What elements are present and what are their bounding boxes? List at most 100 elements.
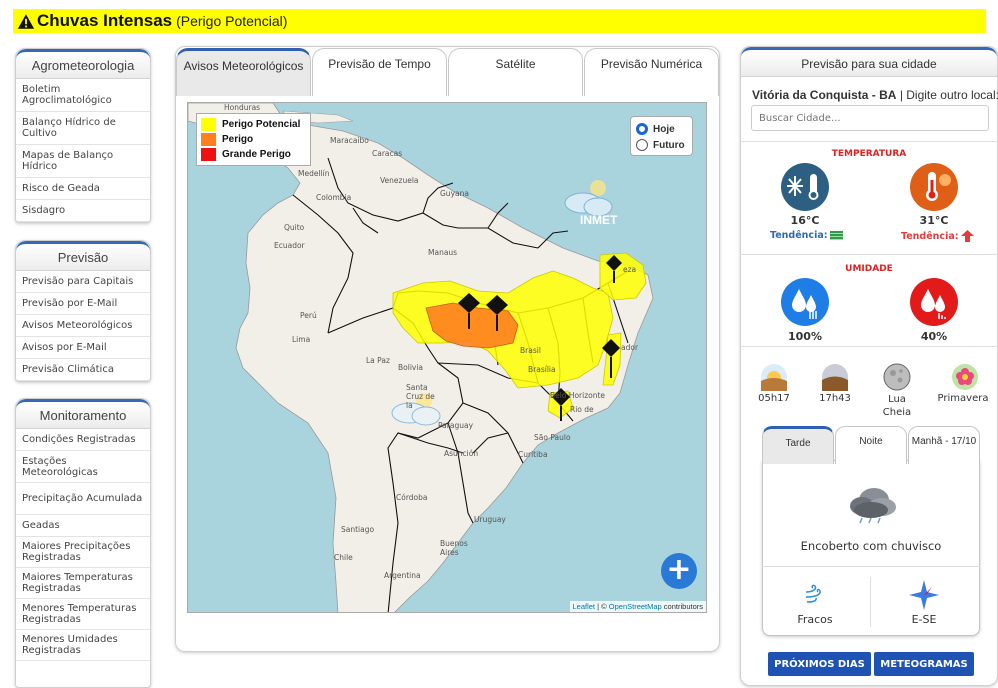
low-humidity-icon [910, 278, 958, 326]
legend-perigo-potencial: Perigo Potencial [201, 117, 306, 132]
map-label-medellin: Medellín [298, 169, 330, 178]
attribution-rest: contributors [661, 602, 703, 611]
map-label-curitiba: Curitiba [518, 450, 548, 459]
alert-map[interactable]: INMET Honduras Maracaibo Caracas Medellí… [187, 102, 707, 613]
sidebar-item-mapas-balanco[interactable]: Mapas de Balanço Hídrico [16, 145, 150, 178]
sidebar-item-avisos[interactable]: Avisos Meteorológicos [16, 315, 150, 337]
sidebar-item-condicoes[interactable]: Condições Registradas [16, 429, 150, 451]
leaflet-link[interactable]: Leaflet [572, 602, 596, 611]
tab-avisos-meteorologicos[interactable]: Avisos Meteorológicos [176, 48, 311, 96]
radio-futuro[interactable]: Futuro [636, 137, 687, 153]
legend-swatch-orange [201, 133, 216, 146]
legend-label: Grande Perigo [222, 149, 291, 160]
sidebar-item-menores-temp[interactable]: Menores Temperaturas Registradas [16, 599, 150, 630]
map-label-maracaibo: Maracaibo [330, 136, 369, 145]
sidebar-item-risco-geada[interactable]: Risco de Geada [16, 178, 150, 200]
tab-manha[interactable]: Manhã - 17/10 [908, 426, 980, 464]
alert-banner: Chuvas Intensas (Perigo Potencial) [13, 9, 986, 33]
wind-direction: E-SE [911, 613, 937, 626]
humidity-label: UMIDADE [845, 264, 893, 274]
radio-label: Futuro [653, 139, 685, 151]
tab-satelite[interactable]: Satélite [448, 48, 583, 96]
inmet-watermark: INMET [580, 213, 618, 227]
sidebar-item-estacoes[interactable]: Estações Meteorológicas [16, 451, 150, 483]
sidebar-item-maiores-temp[interactable]: Maiores Temperaturas Registradas [16, 568, 150, 599]
proximos-dias-button[interactable]: PRÓXIMOS DIAS [768, 652, 871, 676]
map-label-buenosaires: Buenos Aires [440, 539, 468, 557]
tab-tarde[interactable]: Tarde [762, 426, 834, 464]
sidebar-item-climatica[interactable]: Previsão Climática [16, 359, 150, 381]
map-label-chile: Chile [334, 553, 353, 562]
meteogramas-button[interactable]: METEOGRAMAS [874, 652, 974, 676]
alert-markers[interactable] [458, 255, 622, 421]
warning-icon [17, 13, 35, 29]
map-label-bolivia: Bolivia [398, 363, 424, 372]
tab-previsao-de-tempo[interactable]: Previsão de Tempo [312, 48, 447, 96]
map-label-quito: Quito [284, 223, 305, 232]
trend-max: Tendência: [901, 230, 974, 242]
date-radio-group: Hoje Futuro [630, 116, 693, 156]
sidebar-item-avisos-email[interactable]: Avisos por E-Mail [16, 337, 150, 359]
sidebar-item-boletim[interactable]: Boletim Agroclimatológico [16, 79, 150, 112]
divider [740, 141, 998, 142]
map-label-santacruz: Santa Cruz de la [406, 383, 435, 410]
divider [870, 577, 871, 627]
inmet-cloud-logo [391, 180, 613, 426]
condition-text: Encoberto com chuvisco [800, 539, 942, 553]
city-forecast-panel: Previsão para sua cidade [740, 46, 998, 686]
legend-perigo: Perigo [201, 132, 306, 147]
trend-up-arrow-icon [960, 230, 974, 242]
sidebar-item-precipitacao[interactable]: Precipitação Acumulada [16, 483, 150, 515]
sidebar-item-menores-umid[interactable]: Menores Umidades Registradas [16, 630, 150, 661]
cold-thermometer-icon [781, 163, 829, 211]
sunrise-time: 05h17 [758, 393, 790, 404]
alert-area-yellow-northeast[interactable] [599, 252, 647, 301]
sidebar-item-capitais[interactable]: Previsão para Capitais [16, 271, 150, 293]
divider [740, 346, 998, 347]
continent-shape [188, 103, 654, 612]
city-name: Vitória da Conquista - BA [752, 88, 897, 102]
map-label-guyana: Guyana [440, 189, 469, 198]
trend-min-label: Tendência: [770, 230, 828, 241]
tab-noite[interactable]: Noite [835, 426, 907, 464]
sidebar-monitoramento: Monitoramento Condições Registradas Esta… [15, 398, 151, 688]
sunset-time: 17h43 [819, 393, 851, 404]
legend-swatch-red [201, 148, 216, 161]
map-label-argentina: Argentina [384, 571, 421, 580]
sidebar-item-email[interactable]: Previsão por E-Mail [16, 293, 150, 315]
attribution-sep: | © [595, 602, 609, 611]
map-label-brasilia: Brasília [528, 365, 556, 374]
radio-button-checked[interactable] [636, 123, 648, 135]
osm-link[interactable]: OpenStreetMap [608, 602, 662, 611]
divider [740, 254, 998, 255]
sidebar-item-balanco-cultivo[interactable]: Balanço Hídrico de Cultivo [16, 112, 150, 145]
radio-button[interactable] [636, 139, 648, 151]
map-label-caracas: Caracas [372, 149, 403, 158]
sidebar-previsao: Previsão Previsão para Capitais Previsão… [15, 240, 151, 382]
map-label-santiago: Santiago [341, 525, 375, 534]
season-label: Primavera [937, 393, 989, 404]
humidity-max-value: 100% [788, 330, 822, 343]
city-search-input[interactable] [751, 105, 989, 131]
compass-direction-icon [909, 580, 939, 610]
map-label-lapaz: La Paz [366, 356, 390, 365]
radio-hoje[interactable]: Hoje [636, 121, 687, 137]
temp-max-value: 31°C [919, 214, 949, 227]
legend-swatch-yellow [201, 118, 216, 131]
divider [762, 566, 980, 567]
sidebar-item-maiores-precip[interactable]: Maiores Precipitações Registradas [16, 537, 150, 568]
full-moon-icon [883, 363, 911, 391]
sidebar-previsao-title: Previsão [16, 241, 150, 271]
alert-subtitle: (Perigo Potencial) [176, 13, 288, 29]
sidebar-item-geadas[interactable]: Geadas [16, 515, 150, 537]
map-label-asuncion: Asunción [444, 449, 479, 458]
tab-previsao-numerica[interactable]: Previsão Numérica [584, 48, 719, 96]
map-label-fortaleza: eza [623, 265, 637, 274]
zoom-in-button[interactable]: + [661, 553, 697, 589]
legend-grande-perigo: Grande Perigo [201, 147, 306, 162]
sunrise-icon [761, 364, 787, 391]
map-label-honduras: Honduras [224, 103, 261, 112]
sidebar-monitoramento-title: Monitoramento [16, 399, 150, 429]
city-forecast-title: Previsão para sua cidade [741, 47, 997, 77]
sidebar-item-sisdagro[interactable]: Sisdagro [16, 200, 150, 222]
